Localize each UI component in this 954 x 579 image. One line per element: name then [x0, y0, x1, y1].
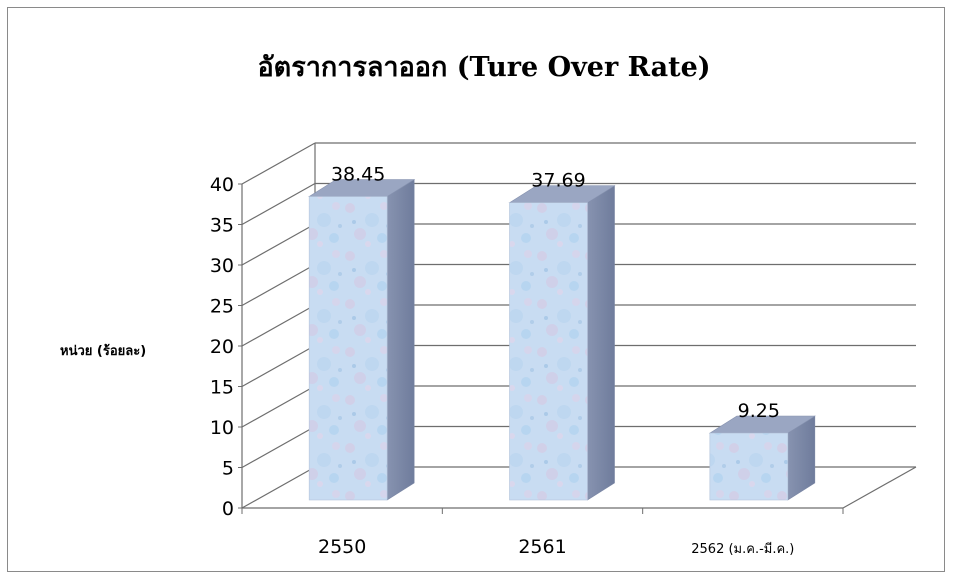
gridline-diagonal: [241, 142, 316, 185]
chart-frame: อัตราการลาออก (Ture Over Rate) 0 5 10 15 20 2…: [7, 7, 945, 572]
chart-title: อัตราการลาออก (Ture Over Rate): [257, 52, 710, 83]
x-tick-label: 2562 (ม.ค.-มี.ค.): [691, 541, 794, 557]
x-tick-label: 2550: [318, 536, 366, 558]
y-tick-labels: 0 5 10 15 20 25 30 35 40: [210, 174, 234, 520]
grid-lines: [241, 142, 916, 509]
y-tick-label: 40: [210, 174, 234, 196]
y-tick-label: 15: [210, 377, 234, 399]
value-labels: 38.45 37.69 9.25: [331, 164, 780, 423]
bar: [708, 415, 816, 501]
y-tick-label: 30: [210, 255, 234, 277]
bar: [508, 185, 616, 501]
y-tick-label: 5: [222, 458, 234, 480]
bar-side: [386, 179, 415, 501]
gridline-diagonal: [241, 304, 316, 347]
x-tick-label: 2561: [518, 536, 566, 558]
bars: [308, 179, 816, 501]
y-axis-label: หน่วย (ร้อยละ): [60, 343, 146, 359]
gridline-diagonal: [241, 466, 316, 509]
floor-right-edge: [842, 466, 917, 509]
gridline-diagonal: [241, 223, 316, 266]
bar-front: [308, 196, 388, 501]
bar-value-label: 37.69: [531, 170, 585, 192]
gridline-diagonal: [241, 385, 316, 428]
y-tick-label: 20: [210, 336, 234, 358]
bar-front: [709, 432, 789, 501]
x-tick-labels: 2550 2561 2562 (ม.ค.-มี.ค.): [318, 536, 794, 558]
bar-side: [587, 185, 615, 501]
y-tick-label: 35: [210, 215, 234, 237]
chart-svg: อัตราการลาออก (Ture Over Rate) 0 5 10 15 20 2…: [60, 52, 917, 558]
bar-value-label: 9.25: [738, 400, 780, 422]
gridline-diagonal: [241, 182, 316, 226]
y-tick-label: 0: [222, 498, 234, 520]
y-tick-label: 25: [210, 296, 234, 318]
gridline-diagonal: [241, 425, 316, 469]
bar: [308, 179, 416, 501]
bar-front: [509, 202, 588, 501]
bar-value-label: 38.45: [331, 164, 385, 186]
y-tick-label: 10: [210, 417, 234, 439]
gridline-diagonal: [241, 263, 316, 307]
gridline-diagonal: [241, 344, 316, 388]
